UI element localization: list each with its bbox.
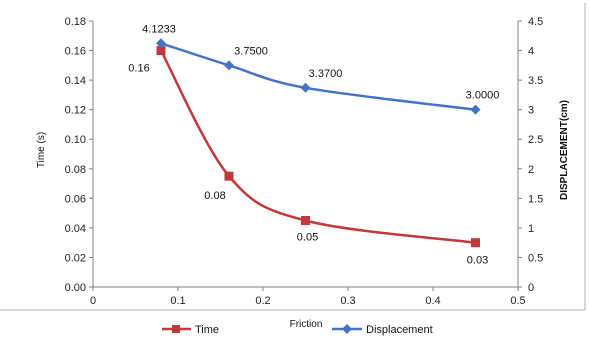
data-point-displacement [156,38,166,49]
data-label-time: 0.05 [297,232,318,244]
legend-label-displacement: Displacement [366,324,433,336]
y-right-tick-label: 3.5 [528,75,543,87]
data-label-displacement: 3.3700 [309,68,343,80]
legend: Time Displacement [162,324,433,336]
x-tick-label: 0.5 [510,295,525,307]
x-tick-label: 0 [90,295,96,307]
y-left-tick-label: 0.14 [65,75,86,87]
y-right-tick-label: 2.5 [528,134,543,146]
y-left-tick-label: 0.04 [65,223,86,235]
data-label-displacement: 3.7500 [234,45,268,57]
y-right-tick-label: 1.5 [528,193,543,205]
y-axis-right-title: DISPLACEMENT(cm) [559,100,570,200]
series-line-displacement [160,42,476,111]
y-right-tick-label: 0 [528,282,534,294]
y-left-tick-label: 0.02 [65,252,86,264]
x-tick-label: 0.2 [255,295,270,307]
y-left-tick-label: 0.18 [65,16,86,28]
data-point-displacement [470,104,481,115]
x-tick-label: 0.4 [425,295,440,307]
axes: 0.000.020.040.060.080.100.120.140.160.18… [65,16,544,307]
data-point-displacement [224,60,234,71]
legend-item-time: Time [162,324,219,336]
x-tick-label: 0.1 [170,295,185,307]
y-right-tick-label: 0.5 [528,252,543,264]
y-right-tick-label: 2 [528,164,534,176]
y-right-tick-label: 3 [528,105,534,117]
data-point-time [224,171,234,181]
y-right-tick-label: 4.5 [528,16,543,28]
y-axis-left-title: Time (s) [36,132,47,168]
data-point-displacement [300,82,311,93]
data-point-time [156,46,166,56]
data-point-time [471,238,480,248]
data-labels: 0.16 0.08 0.05 0.03 4.1233 3.7500 3.3700 3.0000 [128,23,499,266]
x-axis-title: Friction [290,319,323,330]
data-label-time: 0.16 [128,63,149,75]
series-line-time [159,49,476,244]
data-label-time: 0.03 [467,255,488,267]
series-layer [156,38,481,248]
y-left-tick-label: 0.08 [65,164,86,176]
data-label-displacement: 3.0000 [466,90,500,102]
y-left-tick-label: 0.00 [65,282,86,294]
y-left-tick-label: 0.10 [65,134,86,146]
y-right-tick-label: 4 [528,46,534,58]
legend-item-displacement: Displacement [332,324,433,336]
legend-label-time: Time [195,324,219,336]
legend-marker-time [172,325,180,333]
data-label-displacement: 4.1233 [142,23,176,35]
y-left-tick-label: 0.06 [65,193,86,205]
x-tick-label: 0.3 [340,295,355,307]
y-right-tick-label: 1 [528,223,534,235]
legend-marker-displacement [342,324,352,334]
data-label-time: 0.08 [204,190,225,202]
y-left-tick-label: 0.16 [65,46,86,58]
data-point-time [301,216,310,225]
y-left-tick-label: 0.12 [65,105,86,117]
